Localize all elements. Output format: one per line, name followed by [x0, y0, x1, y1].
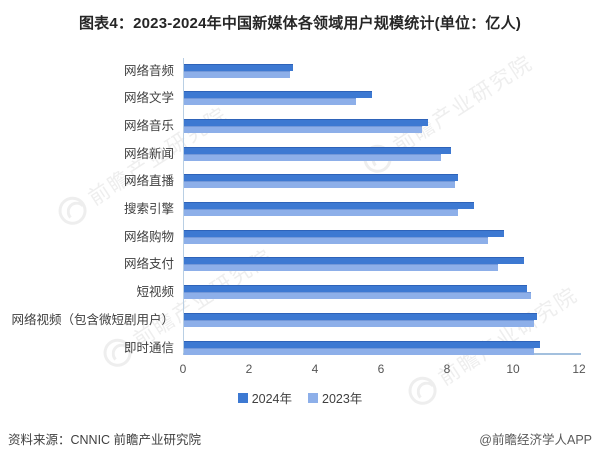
category-label: 短视频 — [136, 285, 174, 300]
category-label: 即时通信 — [123, 340, 174, 355]
chart-title: 图表4：2023-2024年中国新媒体各领域用户规模统计(单位：亿人) — [78, 15, 522, 32]
legend-swatch-icon — [237, 392, 248, 403]
bar-2023年-搜索引擎 — [184, 209, 458, 216]
bar-2023年-短视频 — [184, 292, 531, 300]
x-tick-label: 10 — [506, 362, 520, 376]
credit-text: @前瞻经济学人APP — [479, 433, 592, 447]
category-label: 网络支付 — [123, 257, 174, 272]
bar-2023年-网络直播 — [184, 181, 455, 189]
bar-2023年-网络视频（包含微短剧用户） — [184, 319, 534, 327]
category-label: 网络文学 — [123, 91, 174, 106]
category-label: 网络直播 — [123, 174, 174, 189]
bar-2024年-网络新闻 — [184, 146, 452, 154]
bar-2024年-搜索引擎 — [184, 202, 475, 209]
bar-2024年-短视频 — [184, 285, 528, 293]
chart-legend: 2024年 2023年 — [0, 388, 600, 407]
bar-2024年-即时通信 — [184, 340, 541, 348]
watermark-text: 前瞻产业研究院 — [389, 51, 538, 159]
bar-2023年-网络支付 — [184, 264, 498, 272]
bar-2023年-网络新闻 — [184, 153, 442, 161]
category-label: 网络视频（包含微短剧用户） — [11, 312, 174, 327]
category-label: 搜索引擎 — [123, 202, 174, 216]
x-tick-label: 2 — [245, 362, 253, 376]
legend-label: 2023年 — [322, 392, 363, 406]
bar-2024年-网络支付 — [184, 257, 524, 265]
x-tick-label: 6 — [377, 362, 385, 376]
category-label: 网络购物 — [123, 229, 174, 244]
x-tick-label: 12 — [572, 362, 586, 376]
x-tick-label: 4 — [311, 362, 319, 376]
bar-2024年-网络音频 — [184, 63, 293, 71]
category-label: 网络新闻 — [123, 146, 174, 161]
legend-label: 2024年 — [251, 392, 292, 406]
x-tick-label: 0 — [179, 362, 187, 376]
x-tick-label: 8 — [443, 362, 451, 376]
chart-footer: 资料来源：CNNIC 前瞻产业研究院 @前瞻经济学人APP — [0, 429, 600, 448]
bar-2023年-网络音频 — [184, 70, 290, 78]
bar-2024年-网络购物 — [184, 229, 505, 237]
legend-item-2024年: 2024年 — [237, 388, 292, 407]
bar-2024年-网络视频（包含微短剧用户） — [184, 312, 538, 320]
bar-2023年-网络购物 — [184, 236, 488, 244]
data-source-text: 资料来源：CNNIC 前瞻产业研究院 — [8, 433, 202, 447]
bar-2023年-网络文学 — [184, 98, 356, 106]
bar-2023年-即时通信 — [184, 347, 534, 355]
legend-swatch-icon — [308, 392, 318, 403]
category-label: 网络音乐 — [123, 118, 174, 133]
bar-2024年-网络音乐 — [184, 118, 429, 126]
y-axis-line — [183, 58, 184, 354]
bar-2024年-网络文学 — [184, 91, 373, 99]
legend-item-2023年: 2023年 — [308, 388, 362, 407]
bar-2023年-网络音乐 — [184, 125, 422, 133]
category-label: 网络音频 — [123, 63, 174, 78]
bar-2024年-网络直播 — [184, 174, 458, 182]
